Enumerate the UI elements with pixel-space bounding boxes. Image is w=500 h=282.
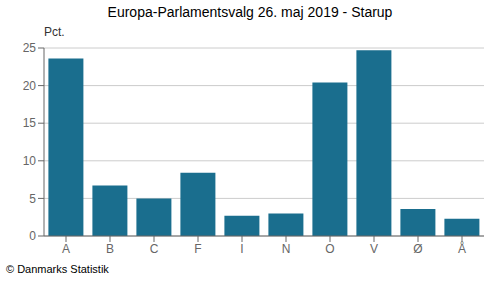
- svg-text:5: 5: [29, 192, 36, 206]
- svg-text:C: C: [150, 242, 159, 256]
- svg-text:B: B: [106, 242, 114, 256]
- html-text:© Danmarks Statistik: © Danmarks Statistik: [6, 263, 109, 275]
- svg-text:15: 15: [23, 116, 37, 130]
- svg-text:V: V: [370, 242, 378, 256]
- svg-text:Å: Å: [458, 241, 466, 256]
- html-text:Pct.: Pct.: [44, 25, 65, 39]
- svg-text:25: 25: [23, 41, 37, 55]
- svg-text:20: 20: [23, 79, 37, 93]
- svg-text:F: F: [194, 242, 201, 256]
- svg-text:0: 0: [29, 229, 36, 243]
- svg-text:A: A: [62, 242, 70, 256]
- svg-text:I: I: [240, 242, 243, 256]
- svg-text:N: N: [282, 242, 291, 256]
- svg-text:Ø: Ø: [413, 242, 422, 256]
- html-text:Europa-Parlamentsvalg 26. maj: Europa-Parlamentsvalg 26. maj 2019 - Sta…: [107, 4, 393, 20]
- svg-text:10: 10: [23, 154, 37, 168]
- svg-text:O: O: [325, 242, 334, 256]
